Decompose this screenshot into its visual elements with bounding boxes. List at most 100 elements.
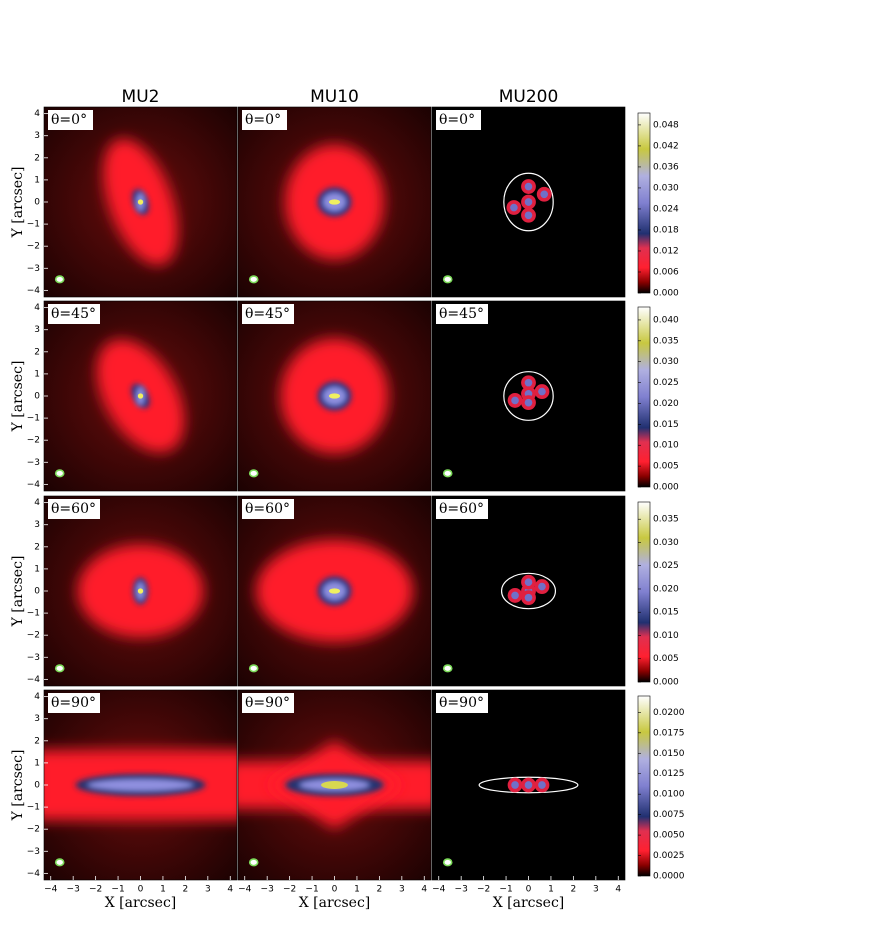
y-tick-label: 4 — [34, 109, 40, 119]
colorbar-tick-label: 0.0075 — [653, 810, 685, 820]
y-tick-label: 2 — [34, 542, 40, 552]
y-tick-label: 4 — [34, 692, 40, 702]
x-tick-label: −1 — [499, 885, 512, 895]
x-tick-label: −3 — [261, 885, 274, 895]
contour — [478, 776, 579, 794]
x-tick-label: 1 — [160, 885, 166, 895]
x-tick-label: 4 — [615, 885, 621, 895]
x-tick-label: 4 — [421, 885, 427, 895]
y-tick-label: 0 — [34, 587, 40, 597]
colorbar-tick-label: 0.018 — [653, 225, 679, 235]
y-tick-label: 3 — [34, 131, 40, 141]
image — [44, 496, 237, 686]
y-axis-label: Y [arcsec] — [10, 167, 26, 239]
panel-label: θ=60° — [51, 501, 96, 517]
panel: θ=0° — [43, 106, 238, 298]
clump-core — [538, 387, 546, 396]
x-tick-label: 2 — [183, 885, 189, 895]
clump-core — [524, 182, 533, 191]
x-tick-label: −2 — [283, 885, 296, 895]
clump-core — [511, 396, 519, 405]
colorbar-tick-label: 0.035 — [653, 336, 679, 346]
x-tick-label: −4 — [238, 885, 252, 895]
colorbar-tick-label: 0.005 — [653, 654, 679, 664]
beam — [54, 469, 65, 478]
emission-peak — [328, 588, 341, 594]
panel-frame — [431, 495, 626, 687]
image — [432, 301, 625, 491]
x-tick-label: −3 — [455, 885, 468, 895]
colorbar-tick-label: 0.042 — [653, 141, 679, 151]
column-title: MU10 — [310, 87, 359, 107]
panel-label-box — [48, 110, 93, 130]
colorbar — [637, 695, 651, 877]
y-tick-label: 0 — [34, 198, 40, 208]
colorbar — [637, 501, 651, 683]
colorbar-tick-label: 0.036 — [653, 162, 679, 172]
panel-label: θ=90° — [51, 695, 96, 711]
y-tick-label: −4 — [27, 869, 41, 879]
panel-label-box — [436, 304, 488, 324]
x-axis-label: X [arcsec] — [105, 895, 177, 911]
panel: θ=60° — [237, 495, 432, 687]
image — [238, 496, 431, 686]
y-tick-label: 1 — [34, 758, 40, 768]
contour — [503, 371, 554, 421]
colorbar-tick-label: 0.010 — [653, 631, 679, 641]
y-tick-label: −1 — [27, 803, 40, 813]
panel: θ=0° — [237, 106, 432, 298]
y-tick-label: 4 — [34, 303, 40, 313]
beam — [54, 664, 65, 673]
x-tick-label: 1 — [354, 885, 360, 895]
y-tick-label: −3 — [27, 847, 40, 857]
beam — [54, 275, 65, 284]
x-tick-label: 3 — [205, 885, 211, 895]
panel-label: θ=90° — [245, 695, 290, 711]
beam — [248, 469, 259, 478]
clump-core — [538, 582, 546, 591]
colorbar-tick-label: 0.025 — [653, 561, 679, 571]
colorbar-tick-label: 0.0025 — [653, 851, 685, 861]
colorbar-tick-label: 0.000 — [653, 678, 679, 688]
colorbar-tick-label: 0.048 — [653, 120, 679, 130]
colorbar-tick-label: 0.024 — [653, 204, 679, 214]
beam — [248, 275, 259, 284]
clump-core — [511, 591, 519, 600]
x-tick-label: 0 — [138, 885, 144, 895]
contour — [503, 172, 554, 232]
colorbar-tick-label: 0.006 — [653, 267, 679, 277]
y-tick-label: −3 — [27, 264, 40, 274]
y-tick-label: 2 — [34, 347, 40, 357]
panel-label-box — [436, 110, 481, 130]
x-tick-label: 0 — [332, 885, 338, 895]
clump-core — [524, 578, 533, 586]
panel-label-box — [48, 304, 100, 324]
colorbar-tick-label: 0.005 — [653, 462, 679, 472]
colorbar-tick-label: 0.035 — [653, 515, 679, 525]
y-tick-label: −1 — [27, 609, 40, 619]
x-tick-label: −2 — [477, 885, 490, 895]
colorbar-tick-label: 0.0200 — [653, 708, 685, 718]
y-tick-label: −4 — [27, 286, 41, 296]
image — [238, 107, 431, 297]
x-tick-label: −1 — [111, 885, 124, 895]
beam — [442, 469, 453, 478]
clump-core — [524, 593, 533, 602]
colorbar-tick-label: 0.012 — [653, 246, 679, 256]
beam — [442, 275, 453, 284]
colorbar-tick-label: 0.010 — [653, 441, 679, 451]
colorbar — [637, 306, 651, 488]
x-tick-label: 4 — [227, 885, 233, 895]
colorbar-tick-label: 0.040 — [653, 315, 679, 325]
panel: θ=45° — [237, 300, 432, 492]
y-tick-label: 2 — [34, 153, 40, 163]
emission-peak — [328, 199, 341, 205]
x-tick-label: −4 — [432, 885, 446, 895]
y-tick-label: −3 — [27, 653, 40, 663]
clump-core — [524, 211, 533, 220]
y-tick-label: 1 — [34, 175, 40, 185]
panel-label: θ=0° — [245, 112, 281, 128]
panel-label-box — [242, 693, 294, 713]
panel: θ=90° — [237, 689, 432, 881]
